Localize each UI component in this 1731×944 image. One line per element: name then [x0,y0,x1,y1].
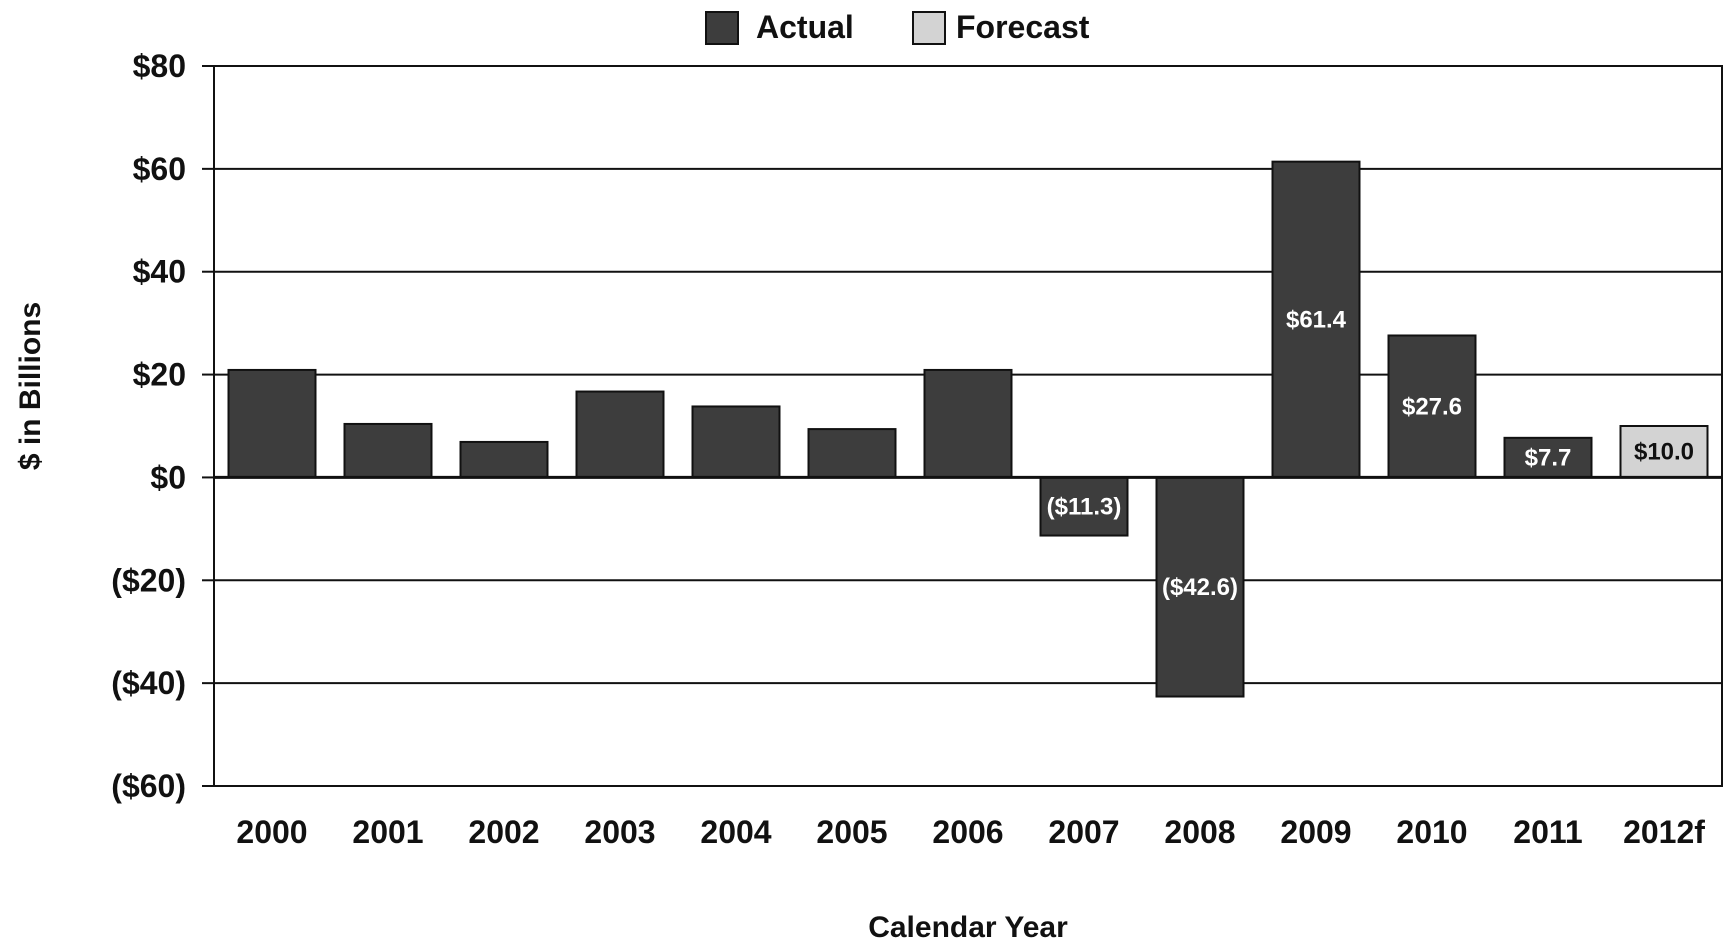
bar-2012f [1619,425,1709,479]
x-tick-label: 2009 [1280,814,1351,850]
bar-2002 [459,440,549,479]
y-tick-label: $40 [133,254,186,290]
legend-swatch-forecast [912,11,946,45]
bar-2009 [1271,160,1361,479]
y-tick-label: ($60) [111,768,186,804]
x-tick-label: 2010 [1396,814,1467,850]
legend-swatch-actual [705,11,739,45]
plot-frame [213,65,1723,787]
plot-border [213,65,1723,787]
x-tick-label: 2012f [1623,814,1705,850]
bar-2004 [691,405,781,479]
data-labels: ($11.3) ($42.6) $61.4 $27.6 $7.7 $10.0 [1047,307,1694,601]
x-tick-label: 2000 [236,814,307,850]
x-tick-label: 2005 [816,814,887,850]
y-tick-label: $60 [133,151,186,187]
y-tick-label: $80 [133,48,186,84]
legend-label-actual: Actual [756,9,854,45]
bar-2011 [1503,436,1593,479]
y-tick-label: ($40) [111,665,186,701]
bar-2006 [923,368,1013,479]
bar-2003 [575,390,665,479]
data-label-2012f: $10.0 [1634,439,1694,466]
y-axis-ticks: $80 $60 $40 $20 $0 ($20) ($40) ($60) [111,48,214,804]
x-tick-label: 2003 [584,814,655,850]
legend-label-forecast: Forecast [956,9,1090,45]
legend: Actual Forecast [705,9,1090,45]
x-tick-label: 2002 [468,814,539,850]
x-axis-title: Calendar Year [868,911,1068,944]
x-tick-label: 2007 [1048,814,1119,850]
y-tick-label: $0 [150,459,186,495]
bars [227,160,1709,698]
bar-2010 [1387,334,1477,479]
x-tick-label: 2004 [700,814,771,850]
data-label-2011: $7.7 [1525,445,1572,472]
x-tick-label: 2008 [1164,814,1235,850]
x-tick-label: 2011 [1513,814,1582,850]
data-label-2008: ($42.6) [1162,574,1238,601]
data-label-2009: $61.4 [1286,307,1347,334]
x-axis-ticks: 2000 2001 2002 2003 2004 2005 2006 2007 2008 2009… [236,814,1705,850]
bar-2007 [1039,476,1129,537]
bar-2001 [343,422,433,479]
bar-2008 [1155,476,1245,698]
data-label-2007: ($11.3) [1047,493,1122,520]
x-tick-label: 2006 [932,814,1003,850]
x-tick-label: 2001 [352,814,423,850]
y-axis-title: $ in Billions [14,302,47,470]
bar-2005 [807,428,897,479]
bar-2000 [227,368,317,479]
data-label-2010: $27.6 [1402,393,1462,420]
y-tick-label: $20 [133,357,186,393]
y-tick-label: ($20) [111,562,186,598]
